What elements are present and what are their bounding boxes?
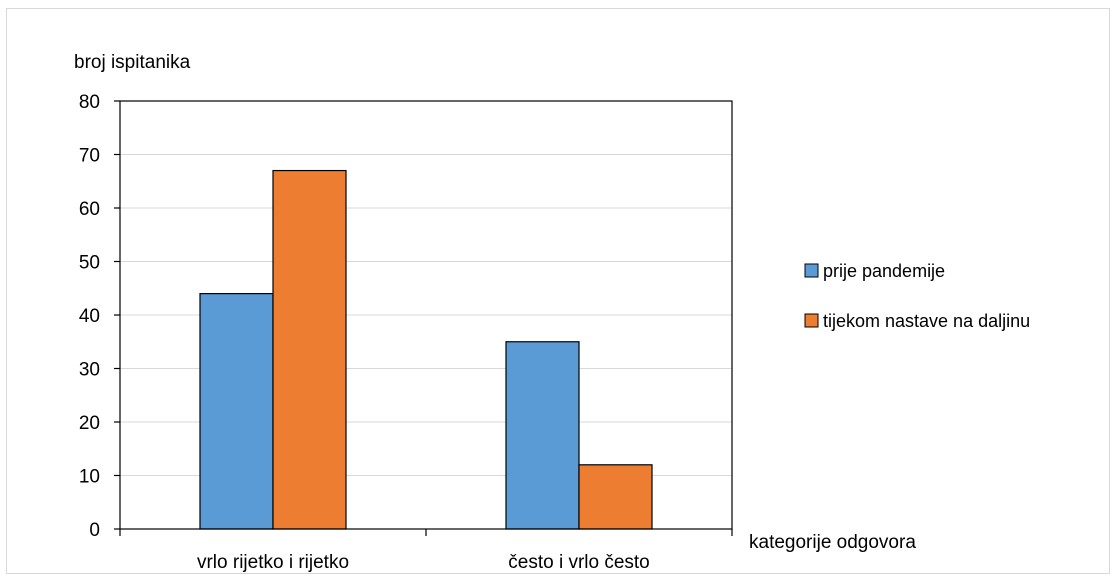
legend-swatch xyxy=(804,313,819,328)
bar xyxy=(272,169,347,530)
x-tick-label: često i vrlo često xyxy=(508,552,650,573)
y-tick-label: 60 xyxy=(79,199,100,220)
y-tick-label: 50 xyxy=(79,253,100,274)
y-tick-label: 80 xyxy=(79,92,100,113)
legend-swatch xyxy=(804,263,819,278)
x-tick-label: vrlo rijetko i rijetko xyxy=(197,552,349,573)
chart-frame xyxy=(6,8,1110,574)
y-tick-label: 10 xyxy=(79,467,100,488)
y-tick-labels: 0 10 20 30 40 50 60 70 80 xyxy=(79,92,100,541)
bar xyxy=(505,341,580,530)
y-tick-label: 40 xyxy=(79,306,100,327)
x-tick-labels: vrlo rijetko i rijetko često i vrlo često xyxy=(197,552,650,573)
legend-label: prije pandemije xyxy=(823,261,945,281)
x-axis-title: kategorije odgovora xyxy=(749,532,916,553)
axes xyxy=(114,100,733,536)
y-tick-label: 0 xyxy=(89,520,100,541)
y-tick-label: 20 xyxy=(79,413,100,434)
legend-label: tijekom nastave na daljinu xyxy=(823,311,1030,331)
bar xyxy=(578,464,653,530)
y-tick-label: 70 xyxy=(79,146,100,167)
legend: prije pandemije tijekom nastave na daljin… xyxy=(804,261,1030,331)
bar xyxy=(199,293,274,530)
y-tick-label: 30 xyxy=(79,360,100,381)
y-axis-title: broj ispitanika xyxy=(74,52,191,73)
